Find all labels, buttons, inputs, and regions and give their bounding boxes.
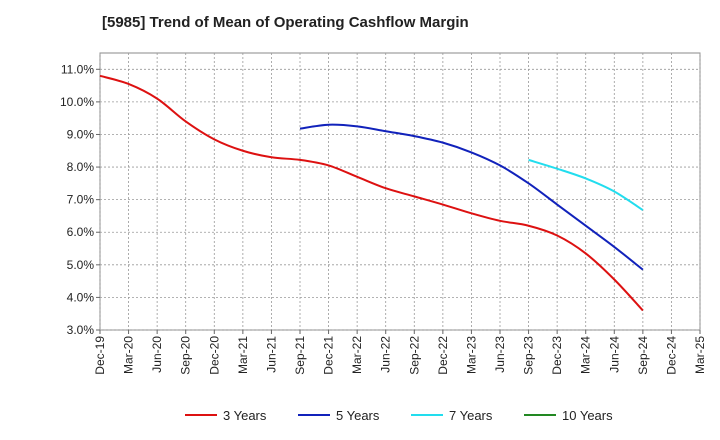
x-tick-label: Dec-24 <box>664 336 678 375</box>
x-tick-label: Mar-25 <box>693 336 707 374</box>
x-tick-label: Mar-22 <box>350 336 364 374</box>
legend-label: 3 Years <box>223 408 267 423</box>
x-axis: Dec-19 Mar-20 Jun-20 Sep-20 Dec-20 Mar-21 Jun-… <box>93 330 707 375</box>
chart-title: [5985] Trend of Mean of Operating Cashfl… <box>102 14 469 31</box>
x-tick-label: Sep-21 <box>293 336 307 375</box>
x-tick-label: Mar-23 <box>464 336 478 374</box>
y-tick-label: 3.0% <box>67 323 95 337</box>
x-tick-label: Sep-24 <box>636 336 650 375</box>
series-lines <box>99 74 644 312</box>
series-line-3-years <box>99 74 644 312</box>
x-tick-label: Jun-20 <box>150 336 164 373</box>
series-line-5-years <box>299 123 644 271</box>
x-tick-label: Jun-24 <box>607 336 621 373</box>
y-tick-label: 5.0% <box>67 258 95 272</box>
x-tick-label: Dec-20 <box>207 336 221 375</box>
x-tick-label: Dec-23 <box>550 336 564 375</box>
y-tick-label: 9.0% <box>67 127 95 141</box>
x-tick-label: Mar-20 <box>122 336 136 374</box>
x-tick-label: Dec-22 <box>436 336 450 375</box>
legend-label: 10 Years <box>562 408 613 423</box>
y-tick-label: 7.0% <box>67 193 95 207</box>
x-tick-label: Sep-23 <box>522 336 536 375</box>
x-tick-label: Dec-21 <box>322 336 336 375</box>
x-tick-label: Jun-23 <box>493 336 507 373</box>
x-tick-label: Sep-22 <box>407 336 421 375</box>
y-tick-label: 10.0% <box>60 95 94 109</box>
y-axis: 3.0% 4.0% 5.0% 6.0% 7.0% 8.0% 9.0% 10.0% 11.0% <box>60 62 100 337</box>
series-line-7-years <box>528 158 644 211</box>
legend: 3 Years 5 Years 7 Years 10 Years <box>185 408 613 423</box>
y-tick-label: 6.0% <box>67 225 95 239</box>
legend-label: 5 Years <box>336 408 380 423</box>
y-tick-label: 4.0% <box>67 290 95 304</box>
legend-label: 7 Years <box>449 408 493 423</box>
y-tick-label: 11.0% <box>61 62 94 76</box>
x-tick-label: Jun-22 <box>379 336 393 373</box>
x-tick-label: Jun-21 <box>264 336 278 373</box>
x-tick-label: Mar-21 <box>236 336 250 374</box>
x-tick-label: Sep-20 <box>179 336 193 375</box>
x-tick-label: Dec-19 <box>93 336 107 375</box>
x-tick-label: Mar-24 <box>579 336 593 374</box>
y-tick-label: 8.0% <box>67 160 95 174</box>
